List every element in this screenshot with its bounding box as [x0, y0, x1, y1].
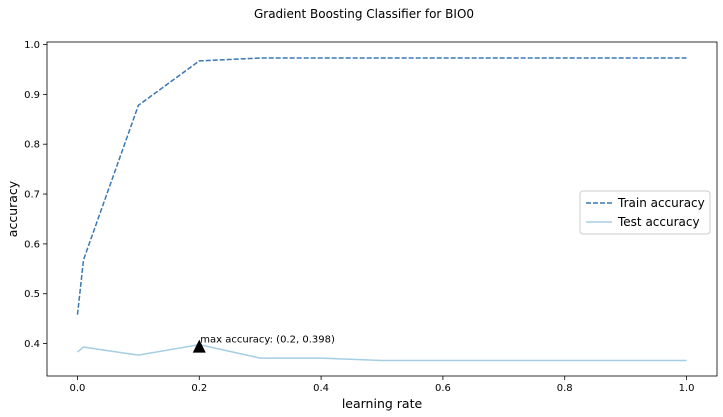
max-accuracy-annotation: max accuracy: (0.2, 0.398) [192, 335, 335, 353]
max-accuracy-label: max accuracy: (0.2, 0.398) [200, 335, 335, 346]
y-tick-label: 0.9 [24, 90, 40, 101]
x-tick-label: 0.8 [557, 383, 573, 394]
legend: Train accuracy Test accuracy [579, 190, 711, 235]
max-accuracy-marker [192, 339, 206, 353]
x-tick-label: 0.0 [70, 383, 86, 394]
legend-box [579, 190, 711, 235]
series-line-train [76, 57, 687, 315]
y-tick-label: 0.4 [24, 339, 40, 350]
y-tick-label: 0.6 [24, 239, 40, 250]
y-tick-label: 0.7 [24, 190, 40, 201]
x-tick-label: 1.0 [679, 383, 695, 394]
series-lines [76, 57, 687, 362]
series-line-test [77, 343, 687, 362]
legend-label-test: Test accuracy [617, 215, 700, 229]
y-tick-label: 1.0 [24, 40, 40, 51]
y-tick-label: 0.8 [24, 140, 40, 151]
x-tick-label: 0.2 [191, 383, 207, 394]
x-tick-label: 0.4 [313, 383, 329, 394]
axis-ticks: 0.0 0.2 0.4 0.6 0.8 1.0 0.4 0.5 0.6 0.7 0.8 0.9 1.0 [24, 40, 694, 394]
y-tick-label: 0.5 [24, 289, 40, 300]
legend-label-train: Train accuracy [617, 196, 705, 210]
x-axis-label: learning rate [342, 396, 423, 411]
x-tick-label: 0.6 [435, 383, 451, 394]
plot-area [46, 41, 718, 377]
chart-title: Gradient Boosting Classifier for BIO0 [254, 7, 474, 21]
y-axis-label: accuracy [5, 180, 20, 237]
